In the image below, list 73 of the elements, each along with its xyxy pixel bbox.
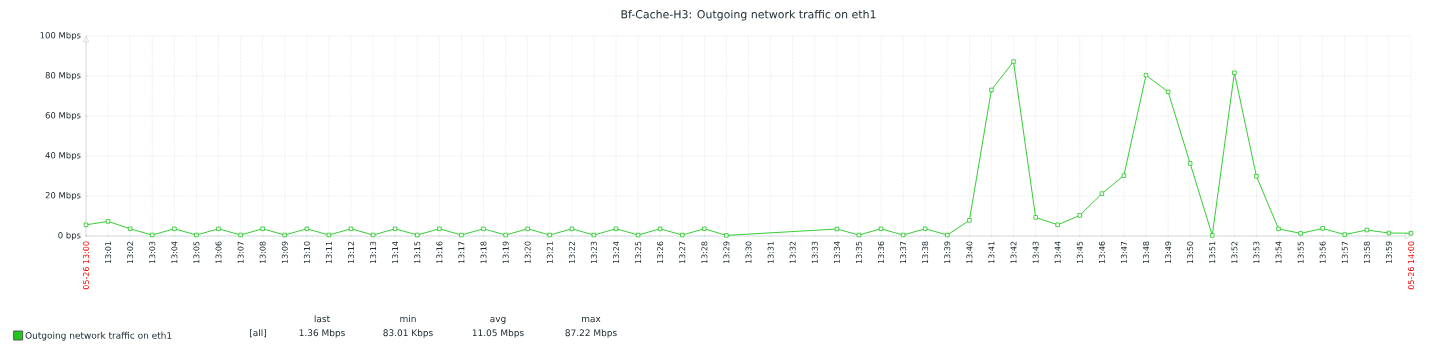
y-tick-label: 40 Mbps [45,151,81,161]
point [304,226,310,231]
point [569,226,575,231]
point [1033,215,1038,220]
text: [all] [250,329,266,338]
text: 1.36 Mbps [299,329,345,338]
point [1121,173,1127,178]
text: 83.01 Kbps [383,329,433,338]
point [1011,59,1016,64]
point [172,226,177,231]
point [238,232,243,238]
point [1143,73,1149,78]
point [856,232,862,238]
point [481,226,486,231]
text: 87.22 Mbps [565,329,617,338]
legend-label: Outgoing network traffic on eth1 [25,331,172,341]
point [1210,233,1215,238]
point [1276,226,1281,231]
point [1232,70,1237,75]
point [503,232,508,238]
y-tick-label: 60 Mbps [45,111,81,121]
y-tick-label: 0 bps [58,231,81,241]
text: max [582,316,601,323]
point [216,226,221,231]
point [348,226,354,231]
point [878,226,884,231]
point [105,219,111,224]
point [282,232,287,238]
point [525,226,530,231]
point [834,226,840,232]
point [945,232,950,238]
point [392,226,398,231]
point [1077,213,1082,218]
point [613,226,619,231]
point [1165,89,1171,94]
point [1187,161,1193,166]
y-tick-label: 80 Mbps [45,71,81,81]
point [967,218,972,223]
point [1386,230,1392,236]
point [415,232,420,238]
point [922,226,928,231]
point [989,87,994,93]
point [702,226,707,231]
point [900,232,906,238]
point [657,226,663,231]
point [326,232,332,238]
point [547,232,552,238]
chart-title: Bf-Cache-H3: Outgoing network traffic on eth1 [621,9,876,21]
text: avg [490,316,506,324]
point [437,226,442,231]
point [591,232,597,238]
text: 11.05 Mbps [472,329,524,338]
point [1298,231,1303,236]
point [1254,174,1259,179]
point [370,232,376,238]
point [459,232,464,238]
text: min [400,315,416,322]
point [127,226,133,231]
point [1320,226,1325,231]
y-tick-label: 100 Mbps [40,31,81,41]
point [635,232,641,238]
text: last [314,315,330,323]
point [194,232,199,238]
point [1099,191,1105,196]
point [260,226,265,231]
point [150,232,155,238]
y-tick-label: 20 Mbps [45,191,81,201]
point [1342,232,1347,237]
point [1055,222,1060,227]
point [680,232,685,238]
point [83,222,89,227]
point [724,233,729,238]
point [1364,227,1370,233]
